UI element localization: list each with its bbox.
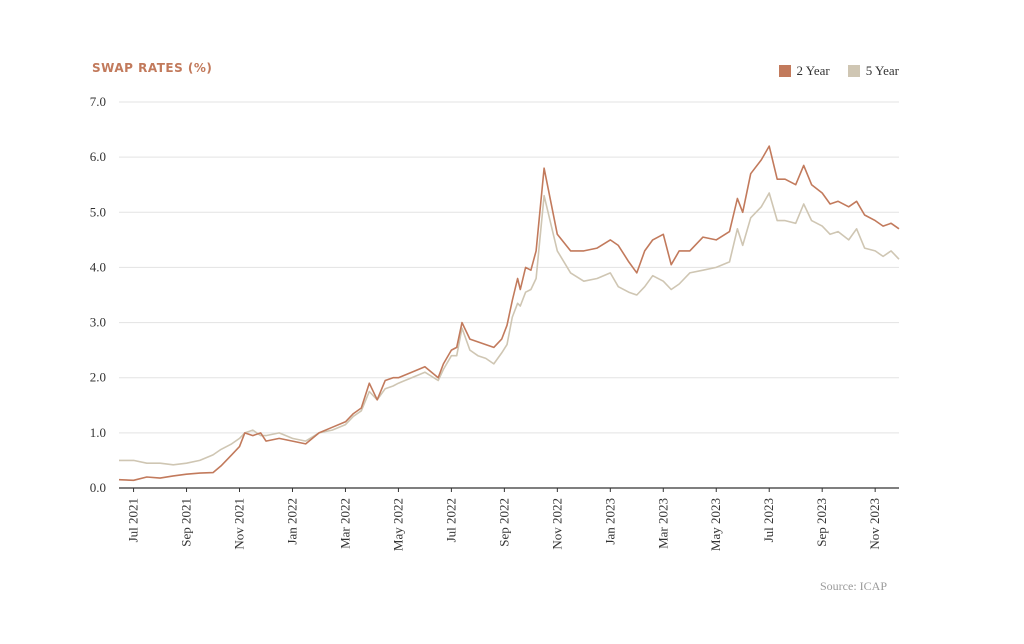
y-tick-label: 0.0 xyxy=(90,480,106,495)
legend-item-2-year: 2 Year xyxy=(778,63,830,79)
series-line-5-year xyxy=(119,192,900,466)
chart-title: SWAP RATES (%) xyxy=(92,61,213,75)
series-line-2-year xyxy=(118,145,900,482)
y-tick-label: 6.0 xyxy=(90,149,106,164)
source-note: Source: ICAP xyxy=(820,579,887,593)
x-tick-label: Jan 2023 xyxy=(602,498,617,545)
x-tick-label: May 2023 xyxy=(708,498,723,551)
x-tick-label: Jul 2021 xyxy=(126,498,141,542)
x-tick-label: Jul 2023 xyxy=(761,498,776,542)
y-tick-label: 1.0 xyxy=(90,425,106,440)
legend-label-5-year: 5 Year xyxy=(865,63,899,78)
legend-label-2-year: 2 Year xyxy=(796,63,830,78)
legend-swatch-2-year xyxy=(778,65,791,77)
legend-swatch-5-year xyxy=(847,65,860,77)
x-tick-label: Mar 2022 xyxy=(337,498,352,549)
x-tick-label: Mar 2023 xyxy=(655,498,670,549)
x-tick-label: Jul 2022 xyxy=(443,498,458,542)
legend-item-5-year: 5 Year xyxy=(847,63,899,79)
x-tick-label: Nov 2022 xyxy=(549,498,564,550)
y-tick-label: 5.0 xyxy=(90,204,106,219)
x-tick-label: May 2022 xyxy=(390,498,405,551)
y-tick-label: 7.0 xyxy=(90,94,106,109)
x-tick-label: Sep 2023 xyxy=(814,498,829,547)
y-tick-label: 4.0 xyxy=(90,259,106,274)
y-tick-label: 2.0 xyxy=(90,370,106,385)
x-tick-label: Sep 2021 xyxy=(179,498,194,547)
y-tick-label: 3.0 xyxy=(90,315,106,330)
x-tick-label: Jan 2022 xyxy=(284,498,299,545)
x-tick-label: Sep 2022 xyxy=(496,498,511,547)
legend: 2 Year 5 Year xyxy=(778,63,899,79)
x-tick-label: Nov 2023 xyxy=(867,498,882,550)
x-tick-label: Nov 2021 xyxy=(232,498,247,550)
